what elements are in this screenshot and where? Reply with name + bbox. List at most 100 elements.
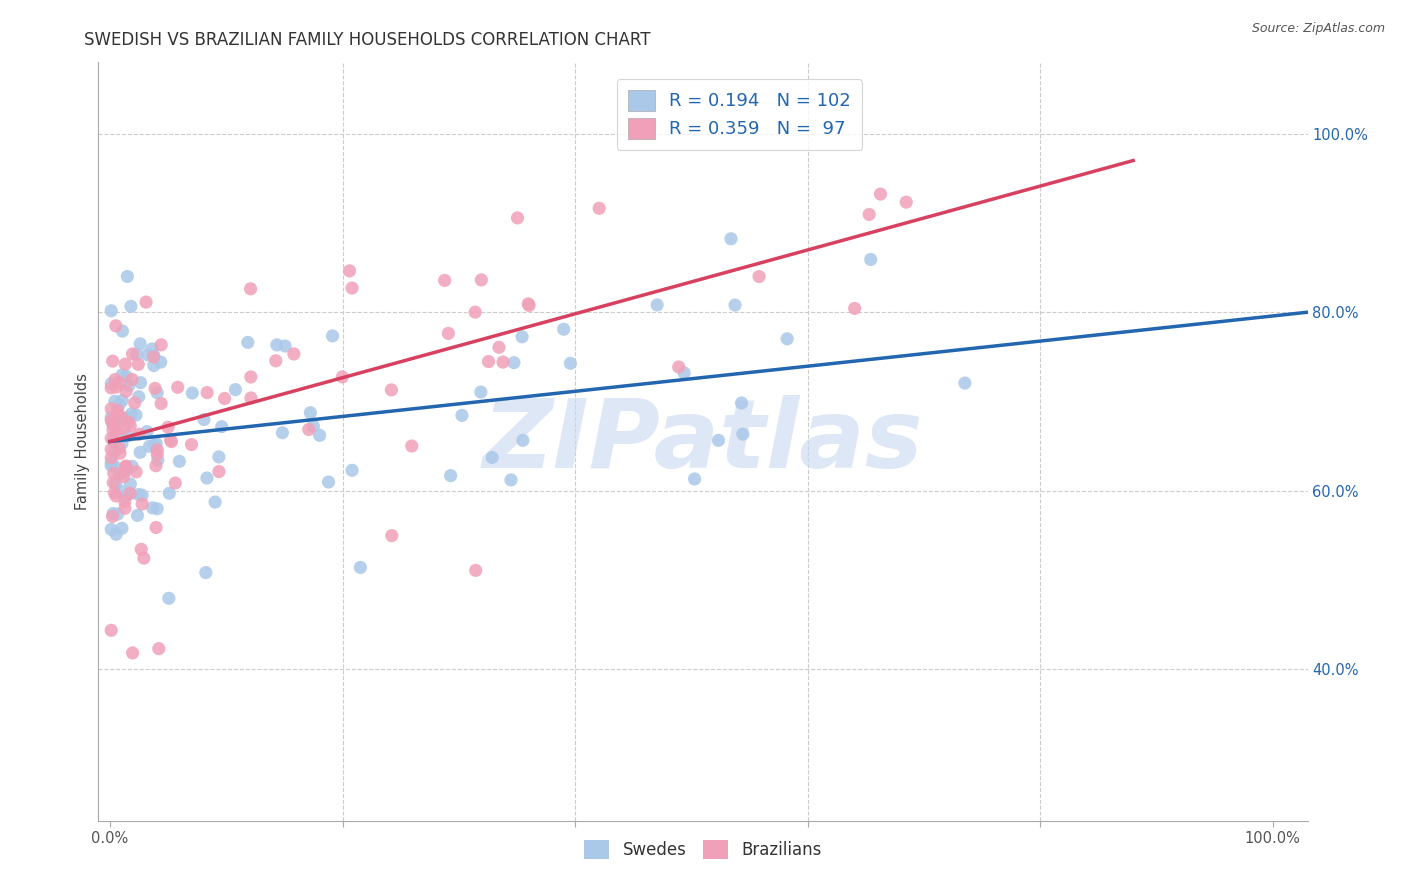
Point <box>104 318 127 333</box>
Point <box>146 447 169 461</box>
Point <box>107 507 129 521</box>
Text: Source: ZipAtlas.com: Source: ZipAtlas.com <box>1251 22 1385 36</box>
Point <box>135 295 157 310</box>
Point <box>142 350 165 364</box>
Point <box>103 507 125 521</box>
Point <box>302 419 325 434</box>
Point <box>100 413 122 427</box>
Point <box>131 497 153 511</box>
Point <box>239 370 262 384</box>
Point <box>560 356 582 370</box>
Point <box>100 401 122 416</box>
Point <box>149 355 172 369</box>
Point <box>451 409 474 423</box>
Text: SWEDISH VS BRAZILIAN FAMILY HOUSEHOLDS CORRELATION CHART: SWEDISH VS BRAZILIAN FAMILY HOUSEHOLDS C… <box>84 31 651 49</box>
Point <box>142 359 165 373</box>
Point <box>380 383 402 397</box>
Point <box>111 410 134 425</box>
Point <box>110 413 132 427</box>
Point <box>112 421 135 435</box>
Point <box>121 407 143 421</box>
Point <box>668 359 690 374</box>
Point <box>108 441 131 455</box>
Point <box>683 472 706 486</box>
Point <box>105 527 128 541</box>
Legend: Swedes, Brazilians: Swedes, Brazilians <box>578 833 828 866</box>
Point <box>100 456 122 470</box>
Point <box>127 357 149 371</box>
Point <box>115 459 138 474</box>
Point <box>517 298 540 312</box>
Point <box>112 465 135 479</box>
Point <box>117 429 139 443</box>
Point <box>204 495 226 509</box>
Point <box>100 442 122 457</box>
Point <box>481 450 503 465</box>
Point <box>132 551 155 566</box>
Point <box>318 475 340 489</box>
Point <box>118 416 141 430</box>
Point <box>470 385 492 400</box>
Point <box>339 264 361 278</box>
Point <box>553 322 575 336</box>
Point <box>111 436 134 450</box>
Point <box>142 500 165 515</box>
Point <box>112 469 135 483</box>
Point <box>125 408 148 422</box>
Point <box>115 369 138 384</box>
Text: ZIPatlas: ZIPatlas <box>482 395 924 488</box>
Point <box>340 281 363 295</box>
Point <box>118 486 141 500</box>
Point <box>120 299 142 313</box>
Point <box>166 380 188 394</box>
Point <box>129 445 152 459</box>
Point <box>776 332 799 346</box>
Point <box>858 207 880 221</box>
Point <box>844 301 866 316</box>
Point <box>271 425 294 440</box>
Point <box>100 431 122 445</box>
Point <box>100 410 122 425</box>
Y-axis label: Family Households: Family Households <box>75 373 90 510</box>
Point <box>115 384 138 399</box>
Point <box>150 338 173 352</box>
Point <box>180 437 202 451</box>
Point <box>298 422 321 436</box>
Point <box>240 391 263 405</box>
Point <box>214 392 236 406</box>
Legend: R = 0.194   N = 102, R = 0.359   N =  97: R = 0.194 N = 102, R = 0.359 N = 97 <box>617 79 862 150</box>
Point <box>117 269 139 284</box>
Point <box>104 372 127 386</box>
Point <box>111 368 134 382</box>
Point <box>330 370 353 384</box>
Point <box>160 434 183 449</box>
Point <box>136 348 159 362</box>
Point <box>673 366 696 380</box>
Point <box>141 342 163 356</box>
Point <box>131 488 153 502</box>
Point <box>211 419 233 434</box>
Point <box>111 521 134 535</box>
Point <box>724 298 747 312</box>
Point <box>195 385 218 400</box>
Point <box>143 381 166 395</box>
Point <box>146 385 169 400</box>
Point <box>105 423 128 437</box>
Point <box>146 453 169 467</box>
Point <box>707 434 730 448</box>
Point <box>165 475 187 490</box>
Point <box>103 467 125 481</box>
Point <box>181 386 204 401</box>
Point <box>128 487 150 501</box>
Point <box>470 273 492 287</box>
Point <box>114 494 136 508</box>
Point <box>101 417 124 431</box>
Point <box>464 305 486 319</box>
Point <box>477 354 499 368</box>
Point <box>120 486 142 500</box>
Point <box>437 326 460 341</box>
Point <box>101 509 124 524</box>
Point <box>492 355 515 369</box>
Point <box>129 336 152 351</box>
Point <box>100 381 122 395</box>
